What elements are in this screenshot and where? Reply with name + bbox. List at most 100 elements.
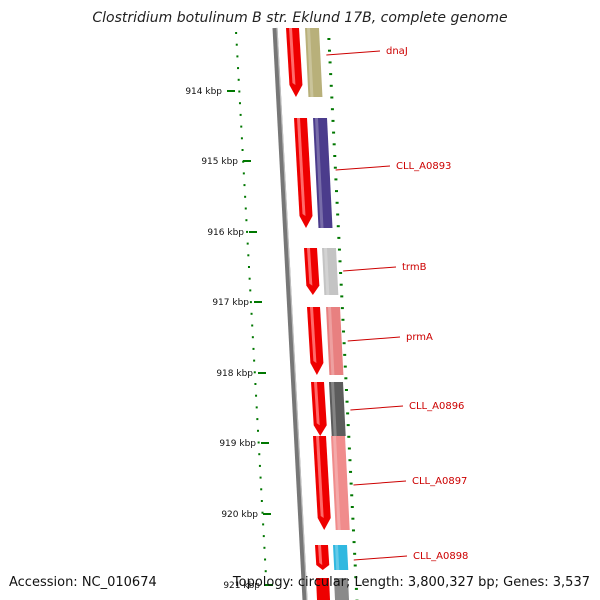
gene-leader-line <box>335 165 391 171</box>
gene-band <box>326 307 344 375</box>
kbp-tick-label: 921 kbp <box>223 581 260 591</box>
gene-band-highlight <box>324 248 330 295</box>
gene-band <box>334 578 349 600</box>
kbp-tick-label: 918 kbp <box>216 369 253 379</box>
cds-arrow-highlight <box>316 436 324 518</box>
minor-tick-dot <box>256 418 259 421</box>
gene-band <box>331 436 350 530</box>
kbp-tick-label: 916 kbp <box>207 228 244 238</box>
gene-band <box>305 28 323 97</box>
minor-tick-dot <box>251 336 254 339</box>
minor-tick-dot <box>264 570 267 573</box>
minor-tick-dot <box>340 295 344 298</box>
kbp-tick-label: 919 kbp <box>219 439 256 449</box>
cds-arrow-highlight <box>314 382 320 426</box>
topology-text: Topology: circular; Length: 3,800,327 bp… <box>232 575 590 590</box>
minor-tick-dot <box>257 441 260 444</box>
cds-arrow <box>315 545 330 570</box>
gene-leader-line <box>326 50 381 56</box>
minor-tick-dot <box>351 529 355 532</box>
minor-tick-dot <box>350 494 354 497</box>
minor-tick-dot <box>238 102 241 105</box>
minor-tick-dot <box>244 207 247 210</box>
minor-tick-dot <box>249 301 252 304</box>
cds-arrow <box>307 307 324 375</box>
minor-tick-dot <box>350 506 354 508</box>
kbp-tick-label: 915 kbp <box>201 157 238 167</box>
gene-leader-line <box>343 266 397 272</box>
gene-label: prmA <box>406 332 433 343</box>
minor-tick-dot <box>335 190 339 193</box>
minor-tick-dot <box>254 383 257 385</box>
minor-tick-dot <box>259 476 262 479</box>
cds-arrow-highlight <box>307 248 313 286</box>
minor-tick-dot <box>240 137 243 140</box>
cds-arrow <box>304 248 320 295</box>
minor-tick-dot <box>244 195 247 198</box>
cds-arrow <box>286 28 303 97</box>
minor-tick-dot <box>338 260 342 263</box>
minor-tick-dot <box>327 38 331 40</box>
minor-tick-dot <box>346 424 350 427</box>
minor-tick-dot <box>256 429 259 432</box>
minor-tick-dot <box>354 576 358 579</box>
minor-tick-dot <box>238 90 241 93</box>
minor-tick-dot <box>255 406 258 409</box>
minor-tick-dot <box>344 377 348 380</box>
minor-tick-dot <box>332 143 336 146</box>
minor-tick-dot <box>347 447 351 450</box>
minor-tick-dot <box>239 113 242 116</box>
kbp-tick-label: 917 kbp <box>212 298 249 308</box>
minor-tick-dot <box>329 84 333 87</box>
minor-tick-dots <box>235 32 359 600</box>
minor-tick-dot <box>342 330 346 333</box>
minor-tick-dot <box>236 55 239 58</box>
minor-tick-dot <box>262 535 265 538</box>
minor-tick-dot <box>328 61 332 64</box>
minor-tick-dot <box>235 32 238 34</box>
minor-tick-dot <box>351 517 355 520</box>
minor-tick-dot <box>253 371 256 374</box>
gene-band-highlight <box>328 307 335 375</box>
minor-tick-dot <box>264 558 267 561</box>
minor-tick-dot <box>249 289 252 292</box>
minor-tick-dot <box>253 359 256 362</box>
minor-tick-dot <box>337 236 341 239</box>
minor-tick-dot <box>331 119 335 122</box>
genome-backbone <box>272 27 308 600</box>
gene-band <box>322 248 339 295</box>
minor-tick-dot <box>246 230 249 233</box>
minor-tick-dot <box>344 389 348 391</box>
cds-arrow-highlight <box>289 28 296 85</box>
minor-tick-dot <box>330 96 334 99</box>
minor-tick-dot <box>248 277 251 280</box>
kbp-tick-label: 914 kbp <box>185 87 222 97</box>
kbp-ticks: 914 kbp 915 kbp 916 kbp 917 kbp 918 kbp 919 k… <box>185 87 273 591</box>
minor-tick-dot <box>339 272 343 274</box>
minor-tick-dot <box>247 254 250 257</box>
minor-tick-dot <box>349 470 353 473</box>
minor-tick-dot <box>336 213 340 216</box>
gene-band <box>313 118 333 228</box>
minor-tick-dot <box>339 283 343 286</box>
gene-label: CLL_A0897 <box>412 476 467 487</box>
minor-tick-dot <box>332 131 336 134</box>
minor-tick-dot <box>343 353 347 356</box>
gene-band <box>333 545 349 570</box>
minor-tick-dot <box>255 394 258 397</box>
gene-label: CLL_A0898 <box>413 551 468 562</box>
minor-tick-dot <box>250 312 253 315</box>
minor-tick-dot <box>334 178 338 181</box>
gene-band-highlight <box>307 28 314 97</box>
minor-tick-dot <box>247 266 250 268</box>
minor-tick-dot <box>240 125 243 128</box>
minor-tick-dot <box>252 347 255 350</box>
minor-tick-dot <box>348 459 352 462</box>
minor-tick-dot <box>347 435 351 438</box>
minor-tick-dot <box>246 242 249 245</box>
minor-tick-dot <box>329 73 333 76</box>
minor-tick-dot <box>262 523 265 526</box>
minor-tick-dot <box>243 184 246 187</box>
gene-leader-line <box>353 555 408 561</box>
